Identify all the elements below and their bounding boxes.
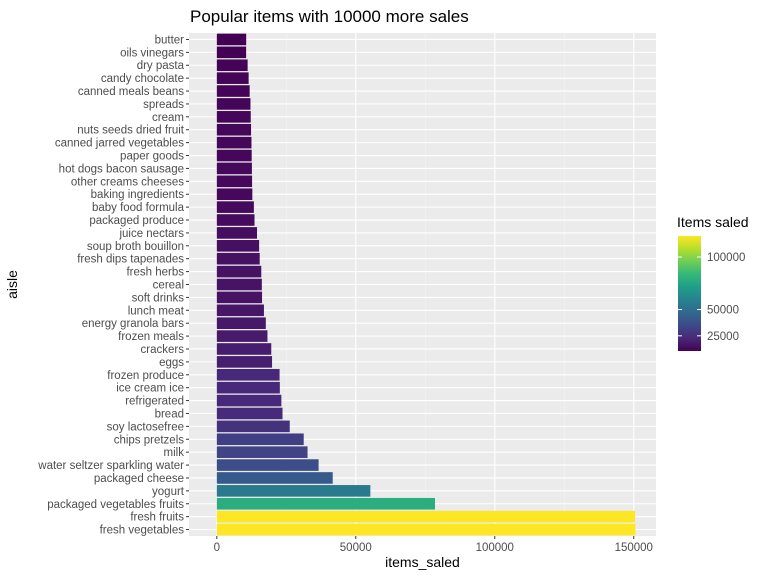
bar — [216, 72, 249, 84]
y-tick-label: frozen produce — [107, 370, 184, 382]
y-tick-label: baby food formula — [92, 202, 185, 214]
y-tick-label: soup broth bouillon — [87, 241, 184, 253]
y-tick-label: packaged cheese — [94, 473, 184, 485]
y-tick-label: refrigerated — [125, 396, 184, 408]
y-tick-label: nuts seeds dried fruit — [77, 125, 185, 137]
x-tick-label: 0 — [214, 542, 220, 554]
y-tick-label: baking ingredients — [91, 189, 185, 201]
bar — [216, 472, 333, 484]
bar — [216, 291, 263, 304]
bar — [216, 356, 273, 368]
y-tick-label: soy lactosefree — [107, 421, 184, 433]
y-tick-label: packaged vegetables fruits — [47, 499, 184, 511]
y-tick-label: fresh fruits — [130, 512, 184, 524]
bar — [216, 59, 248, 72]
y-tick-label: milk — [164, 447, 185, 459]
bar — [216, 85, 250, 97]
legend-tick-label: 25000 — [707, 331, 739, 343]
bar — [216, 201, 254, 213]
y-tick-label: spreads — [143, 99, 184, 111]
y-tick-label: canned meals beans — [78, 86, 184, 98]
bar — [216, 394, 282, 407]
bar — [216, 162, 252, 175]
y-tick-label: water seltzer sparkling water — [37, 460, 184, 472]
bar — [216, 136, 252, 149]
bar — [216, 317, 266, 329]
bar — [216, 510, 636, 523]
bar — [216, 381, 280, 394]
bar — [216, 46, 247, 59]
bar — [216, 485, 371, 497]
y-tick-label: oils vinegars — [120, 47, 184, 59]
y-tick-label: other creams cheeses — [71, 176, 184, 188]
y-tick-label: dry pasta — [137, 60, 185, 72]
y-tick-label: hot dogs bacon sausage — [59, 163, 184, 175]
legend-colorbar — [678, 236, 701, 351]
bar — [216, 523, 636, 536]
bar — [216, 240, 260, 252]
y-tick-label: fresh vegetables — [100, 525, 185, 537]
bar — [216, 278, 262, 291]
y-tick-label: lunch meat — [128, 305, 185, 317]
y-tick-label: frozen meals — [118, 331, 184, 343]
y-tick-label: packaged produce — [89, 215, 184, 227]
y-tick-label: eggs — [159, 357, 184, 369]
bar — [216, 149, 252, 162]
bar — [216, 227, 257, 239]
chart-title: Popular items with 10000 more sales — [190, 7, 469, 26]
bar — [216, 304, 264, 317]
bars — [216, 33, 636, 536]
y-tick-label: cream — [152, 112, 184, 124]
y-tick-label: soft drinks — [132, 292, 185, 304]
bar — [216, 265, 262, 278]
legend-title: Items saled — [677, 214, 749, 230]
bar — [216, 433, 304, 446]
x-axis: 0 50000 100000 150000 — [214, 536, 653, 554]
y-tick-label: juice nectars — [118, 228, 184, 240]
y-tick-label: bread — [155, 408, 184, 420]
y-tick-label: paper goods — [120, 151, 184, 163]
legend-ticks: 25000 50000 100000 — [678, 252, 745, 343]
y-tick-label: candy chocolate — [101, 73, 184, 85]
bar — [216, 459, 319, 471]
bar — [216, 497, 435, 510]
bar — [216, 214, 255, 226]
bar — [216, 368, 280, 381]
y-tick-label: fresh herbs — [126, 267, 184, 279]
y-tick-label: butter — [155, 34, 185, 46]
y-tick-label: energy granola bars — [82, 318, 185, 330]
y-tick-label: canned jarred vegetables — [55, 138, 184, 150]
bar — [216, 33, 247, 46]
y-tick-label: crackers — [141, 344, 185, 356]
bar — [216, 330, 268, 342]
bar — [216, 175, 253, 188]
x-tick-label: 50000 — [340, 542, 372, 554]
bar — [216, 343, 272, 355]
legend: Items saled 25000 50000 100000 — [677, 214, 749, 351]
bar — [216, 123, 252, 136]
y-axis-title: aisle — [4, 270, 20, 299]
bar — [216, 111, 251, 123]
bar — [216, 420, 290, 433]
y-tick-label: cereal — [153, 280, 184, 292]
x-tick-label: 150000 — [615, 542, 653, 554]
x-tick-label: 100000 — [476, 542, 514, 554]
legend-tick-label: 50000 — [707, 305, 739, 317]
y-tick-label: fresh dips tapenades — [77, 254, 184, 266]
legend-tick-label: 100000 — [707, 252, 745, 264]
y-tick-label: chips pretzels — [114, 434, 185, 446]
x-axis-title: items_saled — [385, 554, 460, 570]
bar — [216, 407, 283, 420]
bar — [216, 98, 251, 110]
y-tick-label: ice cream ice — [116, 383, 184, 395]
bar — [216, 252, 260, 265]
bar — [216, 446, 308, 458]
y-tick-label: yogurt — [152, 486, 185, 498]
bar — [216, 188, 253, 201]
